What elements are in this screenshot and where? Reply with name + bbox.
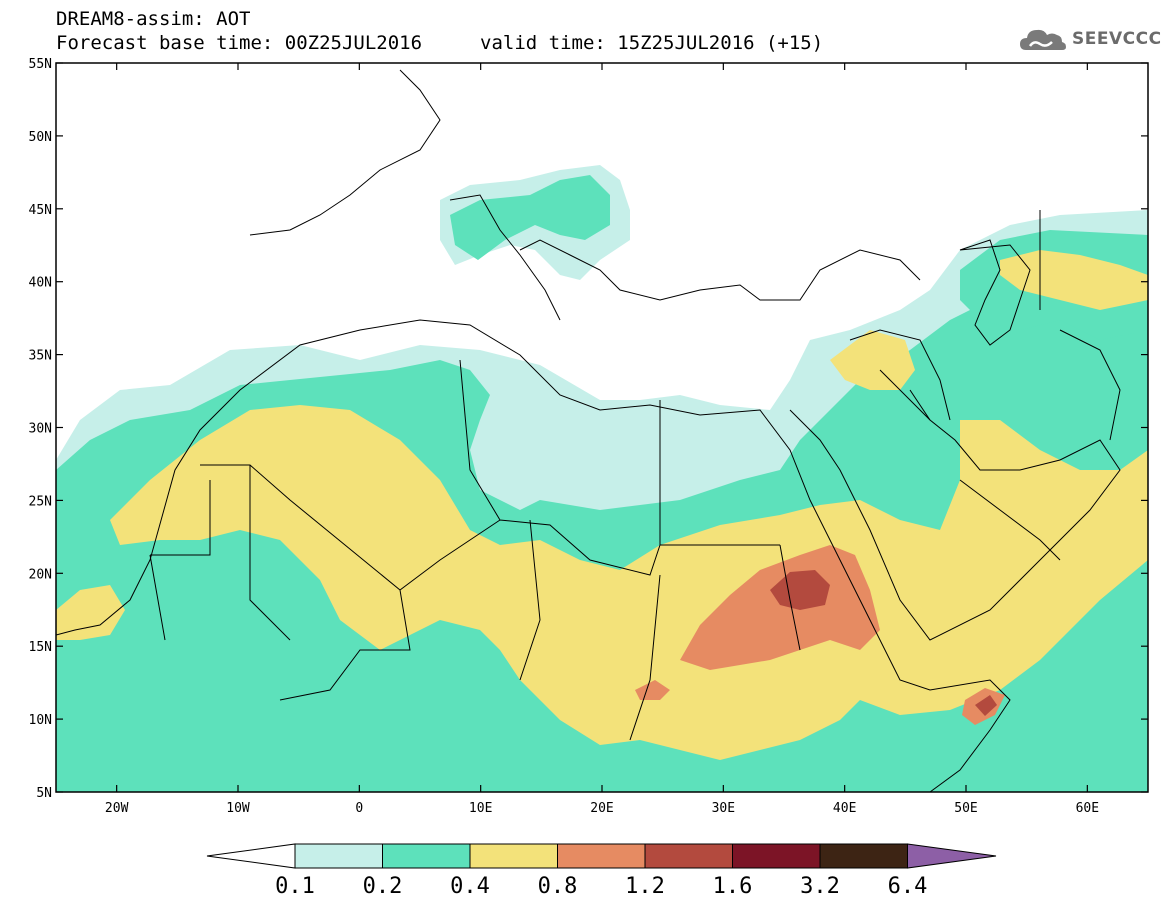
lon-tick-label: 30E [712, 801, 735, 816]
colorbar: 0.1 0.2 0.4 0.8 1.2 1.6 3.2 6.4 [207, 844, 996, 899]
lat-tick-label: 35N [29, 349, 52, 364]
lon-tick-label: 10W [226, 801, 250, 816]
colorbar-swatch [733, 844, 821, 868]
colorbar-swatch [645, 844, 733, 868]
lat-tick-label: 15N [29, 640, 52, 655]
lon-tick-label: 50E [954, 801, 977, 816]
colorbar-label: 0.2 [363, 874, 403, 899]
lat-tick-label: 5N [36, 786, 52, 801]
lat-tick-label: 10N [29, 713, 52, 728]
lon-tick-label: 40E [833, 801, 856, 816]
lat-tick-label: 25N [29, 494, 52, 509]
colorbar-label: 0.1 [275, 874, 315, 899]
lon-tick-label: 20E [590, 801, 613, 816]
lon-tick-label: 20W [105, 801, 129, 816]
lon-tick-label: 10E [469, 801, 492, 816]
colorbar-swatch [558, 844, 646, 868]
lon-tick-label: 60E [1076, 801, 1099, 816]
lat-tick-label: 30N [29, 422, 52, 437]
colorbar-label: 0.8 [538, 874, 578, 899]
colorbar-swatch [470, 844, 558, 868]
lat-tick-label: 45N [29, 203, 52, 218]
lat-tick-label: 55N [29, 57, 52, 72]
aot-map: 55N 50N 45N 40N 35N 30N 25N 20N 15N 10N 5N 20W 10W 0… [0, 0, 1165, 905]
colorbar-label: 3.2 [800, 874, 840, 899]
lat-tick-label: 40N [29, 276, 52, 291]
colorbar-label: 1.6 [713, 874, 753, 899]
colorbar-label: 6.4 [888, 874, 928, 899]
colorbar-label: 1.2 [625, 874, 665, 899]
lat-tick-label: 20N [29, 567, 52, 582]
lon-tick-label: 0 [355, 801, 363, 816]
colorbar-swatch [295, 844, 383, 868]
colorbar-over-arrow [908, 844, 997, 868]
colorbar-swatch [820, 844, 908, 868]
lat-tick-label: 50N [29, 130, 52, 145]
colorbar-under-arrow [207, 844, 295, 868]
colorbar-swatch [383, 844, 471, 868]
colorbar-label: 0.4 [450, 874, 490, 899]
